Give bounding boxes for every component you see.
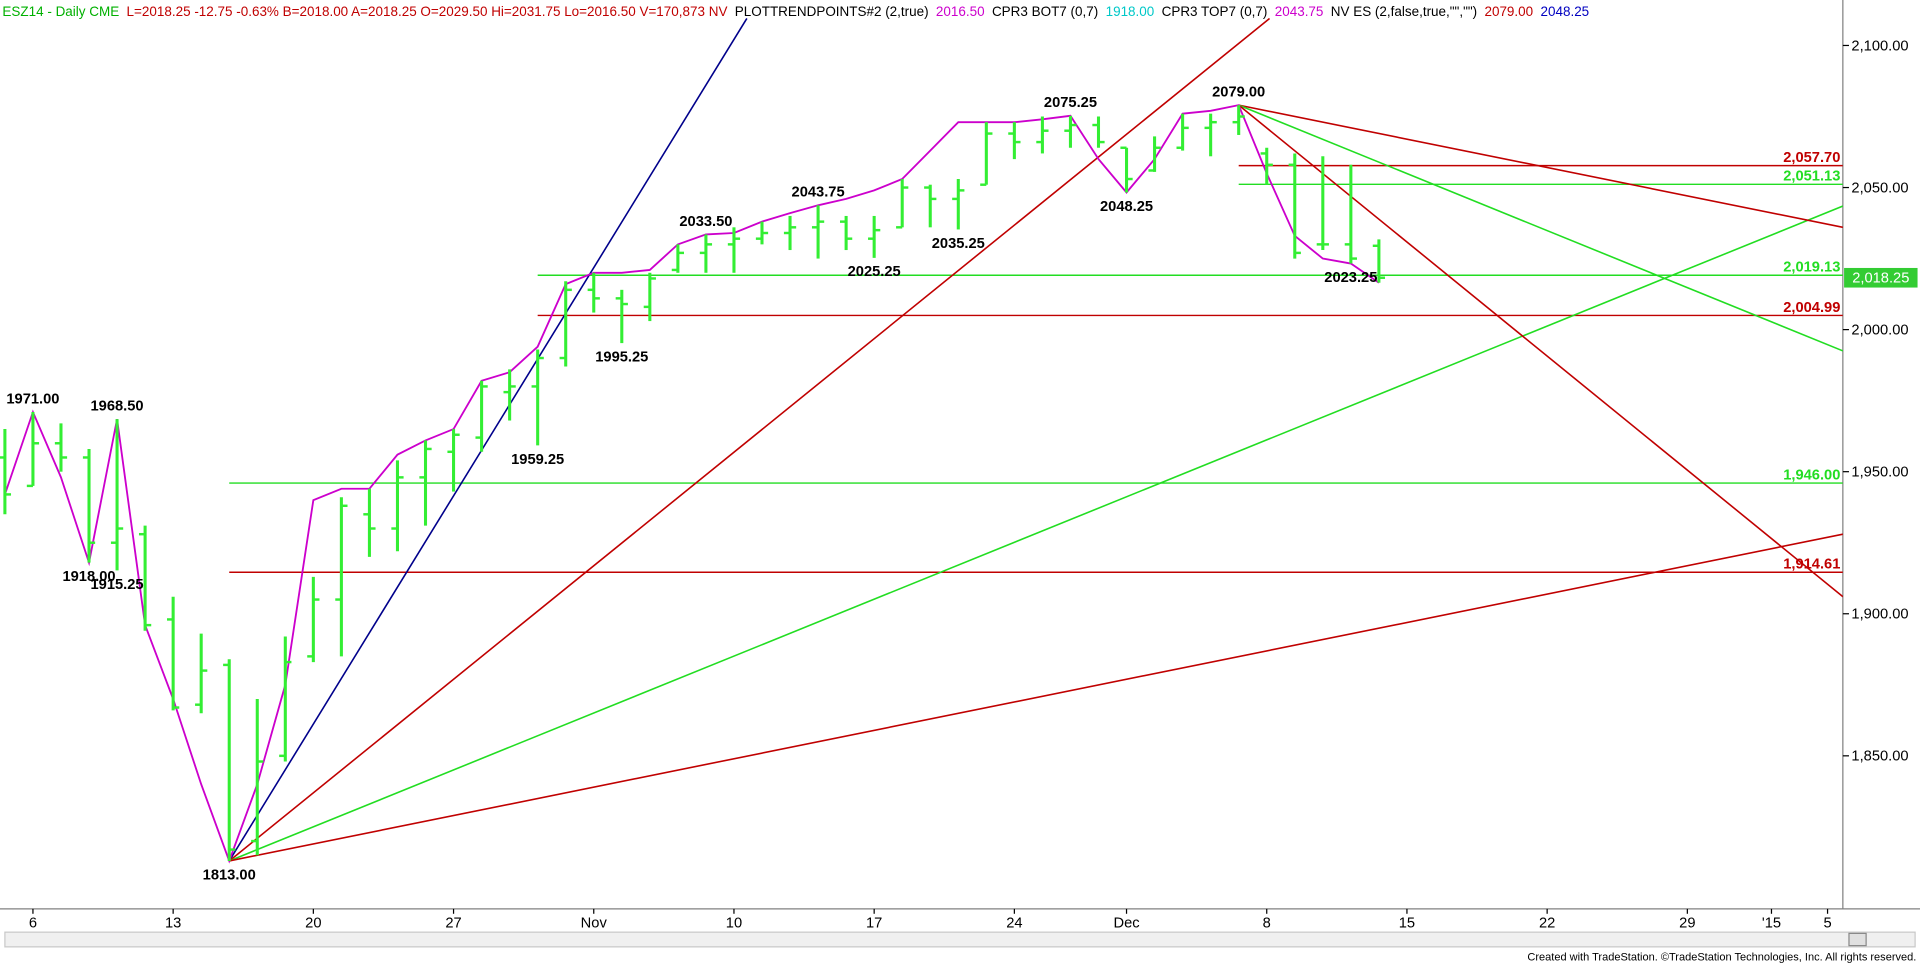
swing-line [4, 104, 1380, 864]
level-label: 2,057.70 [1783, 150, 1840, 166]
level-label: 1,946.00 [1783, 467, 1840, 483]
x-tick-label: 8 [1263, 915, 1271, 931]
trendline [1238, 104, 1843, 352]
x-tick-label: 5 [1823, 915, 1831, 931]
pivot-label: 2075.25 [1044, 95, 1097, 111]
x-tick-label: 20 [305, 915, 321, 931]
trendline [1238, 104, 1843, 229]
x-tick-label: 29 [1679, 915, 1695, 931]
level-label: 1,914.61 [1783, 557, 1840, 573]
y-tick-label: 1,900.00 [1851, 607, 1908, 623]
level-label: 2,051.13 [1783, 169, 1840, 185]
level-label: 2,004.99 [1783, 300, 1840, 316]
header-item: 2079.00 [1484, 4, 1533, 19]
pivot-label: 2023.25 [1324, 270, 1377, 286]
pivot-label: 1968.50 [91, 399, 144, 415]
last-price-label: 2,018.25 [1852, 271, 1909, 287]
x-tick-label: 24 [1006, 915, 1022, 931]
header-item: ESZ14 - Daily CME [2, 4, 119, 19]
header-item: 2016.50 [936, 4, 985, 19]
header-item: L=2018.25 -12.75 -0.63% B=2018.00 A=2018… [127, 4, 728, 19]
scroll-thumb[interactable] [1848, 932, 1867, 947]
pivot-label: 2025.25 [848, 264, 901, 280]
pivot-label: 1813.00 [203, 867, 256, 883]
y-tick-label: 1,850.00 [1851, 749, 1908, 765]
x-tick-label: 13 [165, 915, 181, 931]
scrollbar[interactable] [4, 931, 1916, 948]
x-tick-label: 17 [866, 915, 882, 931]
pivot-label: 2043.75 [792, 185, 845, 201]
header-item: 1918.00 [1106, 4, 1155, 19]
footer: Created with TradeStation. ©TradeStation… [1527, 951, 1916, 963]
pivot-label: 2048.25 [1100, 199, 1153, 215]
header-item: NV ES (2,false,true,"","") [1331, 4, 1477, 19]
header-item: CPR3 TOP7 (0,7) [1162, 4, 1268, 19]
last-price-box [1844, 267, 1918, 288]
level-label: 2,019.13 [1783, 260, 1840, 276]
y-tick-label: 1,950.00 [1851, 465, 1908, 481]
x-tick-label: 15 [1399, 915, 1415, 931]
trendline [1238, 104, 1843, 598]
x-tick-label: '15 [1762, 915, 1781, 931]
x-tick-label: 6 [29, 915, 37, 931]
pivot-label: 1918.00 [62, 569, 115, 585]
y-tick-label: 2,000.00 [1851, 323, 1908, 339]
x-tick-label: 10 [726, 915, 742, 931]
plot-area [0, 17, 1843, 864]
header-item: 2043.75 [1275, 4, 1324, 19]
chart-header: ESZ14 - Daily CME L=2018.25 -12.75 -0.63%… [2, 4, 1589, 19]
x-tick-label: Dec [1113, 915, 1139, 931]
pivot-label: 2079.00 [1212, 85, 1265, 101]
trendline [229, 533, 1843, 862]
pivot-label: 1959.25 [511, 452, 564, 468]
y-tick-label: 2,050.00 [1851, 180, 1908, 196]
trendline [228, 17, 1271, 862]
header-item: CPR3 BOT7 (0,7) [992, 4, 1098, 19]
pivot-label: 1971.00 [6, 391, 59, 407]
pivot-label: 2035.25 [932, 236, 985, 252]
header-item: 2048.25 [1540, 4, 1589, 19]
y-tick-label: 2,100.00 [1851, 38, 1908, 54]
x-tick-label: 22 [1539, 915, 1555, 931]
pivot-label: 1915.25 [91, 577, 144, 593]
trendline [228, 205, 1843, 862]
x-tick-label: Nov [581, 915, 608, 931]
pivot-label: 1995.25 [595, 349, 648, 365]
header-item: PLOTTRENDPOINTS#2 (2,true) [735, 4, 929, 19]
x-tick-label: 27 [445, 915, 461, 931]
trendline [228, 18, 748, 862]
pivot-label: 2033.50 [679, 214, 732, 230]
